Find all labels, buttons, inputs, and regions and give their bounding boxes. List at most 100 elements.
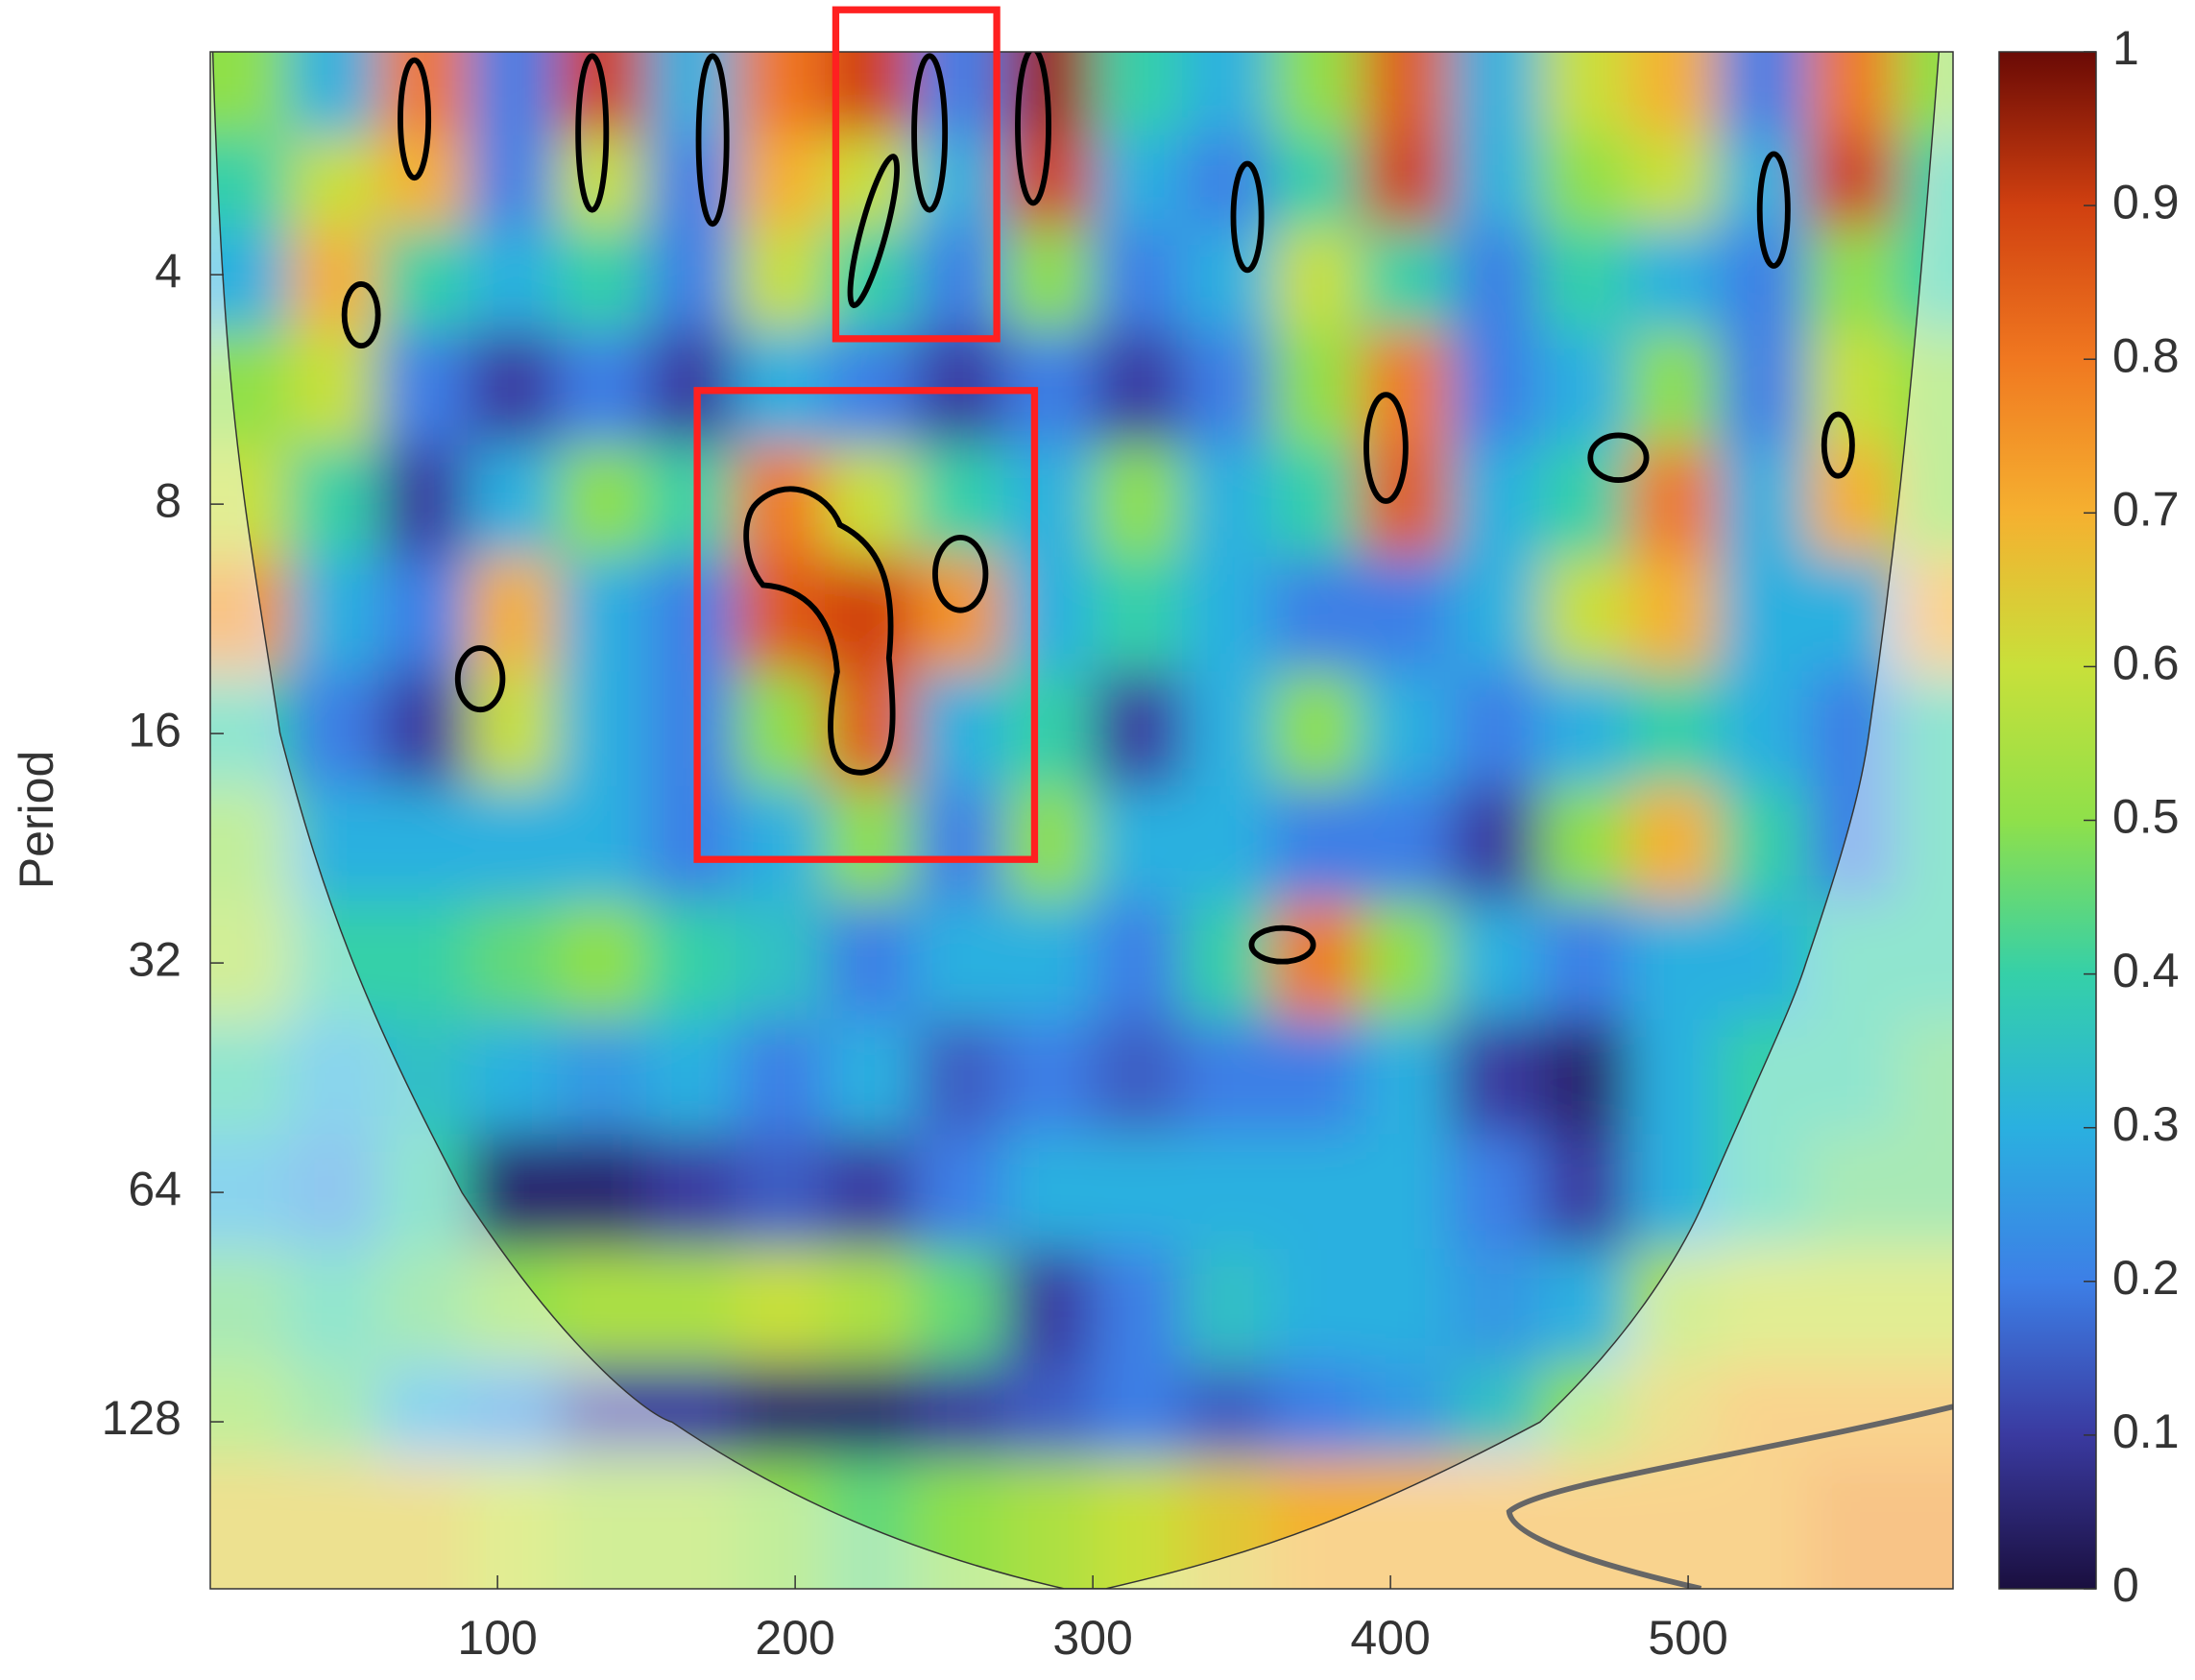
heat-cell: [378, 444, 469, 558]
heat-cell: [1450, 671, 1540, 787]
heat-cell: [646, 444, 736, 558]
heat-cell: [1271, 1458, 1362, 1589]
heat-cell: [914, 1019, 1004, 1135]
heat-cell: [1539, 1363, 1629, 1460]
heat-cell: [1628, 330, 1719, 446]
heat-cell: [736, 786, 826, 901]
heat-cell: [1718, 786, 1808, 901]
y-tick-label: 64: [128, 1162, 181, 1215]
heat-cell: [1361, 900, 1451, 1020]
heat-cell: [378, 1248, 469, 1364]
heat-cell: [210, 330, 290, 446]
y-tick-label: 8: [155, 473, 181, 527]
contour: [1015, 52, 1051, 206]
heat-cell: [1450, 227, 1540, 331]
coi-shade: [210, 52, 1953, 1589]
heat-cell: [1718, 557, 1808, 673]
heat-cell: [1003, 786, 1094, 901]
heat-cell: [289, 330, 379, 446]
heat-cell: [468, 1248, 558, 1364]
heat-cell: [1271, 1134, 1362, 1250]
heat-cell: [1361, 786, 1451, 901]
heat-cell: [1361, 1019, 1451, 1135]
heat-cell: [1182, 1458, 1272, 1589]
heat-cell: [378, 1363, 469, 1460]
heat-cell: [1271, 444, 1362, 558]
heat-cell: [378, 557, 469, 673]
heat-cell: [378, 1019, 469, 1135]
heat-cell: [289, 1363, 379, 1460]
heat-cell: [1896, 900, 1953, 1020]
heat-cell: [1807, 52, 1897, 136]
heat-cell: [1539, 52, 1629, 136]
heat-cell: [468, 671, 558, 787]
heatmap: [210, 52, 1953, 1589]
colorbar-tick-label: 0: [2112, 1558, 2139, 1612]
heat-cell: [1093, 900, 1183, 1020]
colorbar: [1998, 51, 2097, 1590]
heat-cell: [825, 1019, 915, 1135]
heat-cell: [646, 671, 736, 787]
y-tick-label: 128: [102, 1391, 181, 1445]
heat-cell: [1003, 671, 1094, 787]
heat-cell: [825, 52, 915, 136]
heat-cell: [736, 1134, 826, 1250]
heat-cell: [378, 1458, 469, 1589]
heat-cell: [210, 1248, 290, 1364]
heat-cell: [210, 52, 290, 136]
heat-cell: [1450, 557, 1540, 673]
contour: [341, 281, 381, 349]
heat-cell: [468, 1458, 558, 1589]
heat-cell: [1182, 1248, 1272, 1364]
heat-cell: [1539, 1019, 1629, 1135]
heat-cell: [1718, 1019, 1808, 1135]
heat-cell: [210, 135, 290, 228]
heat-cell: [1539, 900, 1629, 1020]
heat-cell: [289, 52, 379, 136]
heat-cell: [914, 1248, 1004, 1364]
heat-cell: [1896, 1134, 1953, 1250]
heat-cell: [1628, 1363, 1719, 1460]
heat-cell: [1896, 52, 1953, 136]
heat-cell: [736, 1019, 826, 1135]
heat-cell: [1093, 557, 1183, 673]
contour: [1506, 1404, 1953, 1589]
heat-cell: [1182, 557, 1272, 673]
heat-cell: [736, 52, 826, 136]
heat-cell: [289, 1019, 379, 1135]
heat-cell: [1450, 1248, 1540, 1364]
heat-cell: [1003, 444, 1094, 558]
heat-cell: [1450, 1019, 1540, 1135]
heat-cell: [289, 1134, 379, 1250]
heat-cell: [557, 1019, 647, 1135]
highlight-box: [832, 6, 1001, 343]
heat-cell: [1896, 1019, 1953, 1135]
heat-cell: [646, 1019, 736, 1135]
heat-cell: [1003, 1458, 1094, 1589]
heat-cell: [557, 671, 647, 787]
heat-cell: [1003, 1134, 1094, 1250]
heat-cell: [825, 1458, 915, 1589]
heat-cell: [210, 900, 290, 1020]
heat-cell: [557, 227, 647, 331]
heat-cell: [1896, 1248, 1953, 1364]
heat-cell: [1093, 671, 1183, 787]
heat-cell: [557, 786, 647, 901]
y-axis-label: Period: [10, 751, 63, 890]
heat-cell: [1093, 330, 1183, 446]
contour: [1587, 432, 1650, 484]
contour: [1230, 160, 1265, 274]
heat-cell: [1450, 1458, 1540, 1589]
heat-cell: [1182, 1363, 1272, 1460]
heat-cell: [646, 1248, 736, 1364]
colorbar-tick-label: 0.4: [2112, 944, 2180, 997]
heat-cell: [1539, 1248, 1629, 1364]
y-tick-label: 32: [128, 932, 181, 986]
colorbar-tick-label: 1: [2112, 21, 2139, 75]
cone-of-influence: [210, 52, 1953, 1589]
heat-cell: [1896, 557, 1953, 673]
contour: [1248, 924, 1316, 965]
heat-cell: [1093, 1458, 1183, 1589]
contour: [743, 486, 896, 776]
